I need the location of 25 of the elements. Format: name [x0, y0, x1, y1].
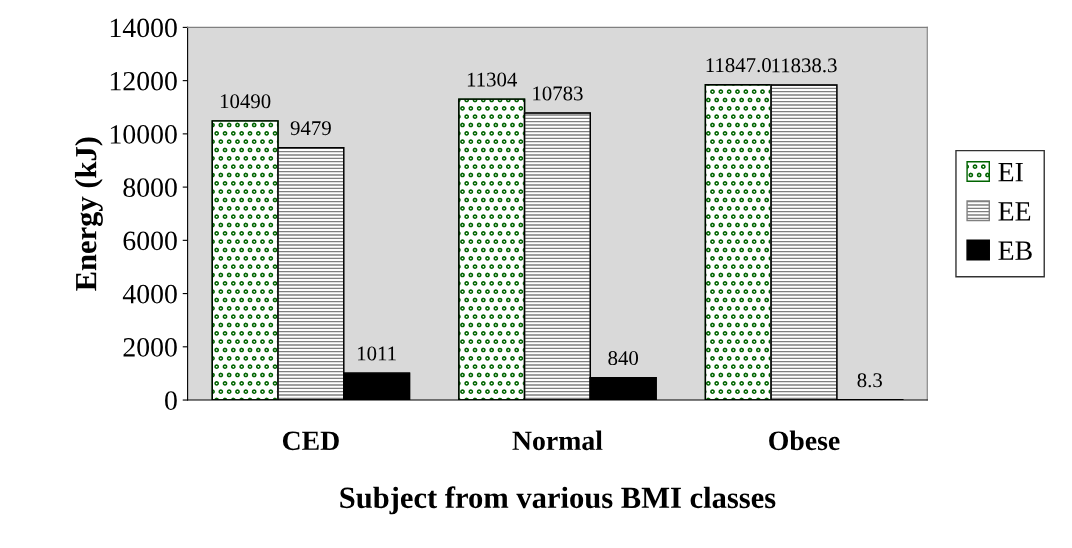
y-tick-label: 12000 [110, 71, 177, 91]
y-tick-label: 6000 [123, 231, 177, 251]
data-label: 11304 [467, 72, 518, 87]
x-tick-label: Normal [512, 430, 603, 451]
x-tick-label: Obese [769, 430, 840, 451]
y-tick-label: 8000 [123, 178, 177, 198]
y-tick-label: 14000 [110, 18, 177, 38]
legend-label: EI [998, 163, 1023, 182]
data-label: 11838.3 [772, 58, 837, 73]
y-tick-label: 4000 [122, 284, 177, 304]
legend-label: EE [998, 202, 1031, 221]
legend-label: EB [998, 241, 1032, 260]
data-label: 8.3 [857, 373, 882, 388]
data-label: 10490 [220, 94, 271, 109]
x-tick-label: CED [282, 431, 339, 451]
data-label: 1011 [358, 346, 396, 361]
data-label: 10783 [533, 86, 583, 101]
data-label: 11847.0 [706, 58, 771, 73]
y-tick-label: 10000 [110, 125, 177, 144]
data-label: 840 [608, 351, 639, 366]
y-axis-title: Energy (kJ) [74, 137, 103, 291]
data-label: 9479 [290, 121, 331, 136]
y-tick-label: 2000 [123, 337, 177, 357]
x-axis-title: Subject from various BMI classes [340, 486, 776, 515]
y-tick-label: 0 [165, 391, 177, 410]
